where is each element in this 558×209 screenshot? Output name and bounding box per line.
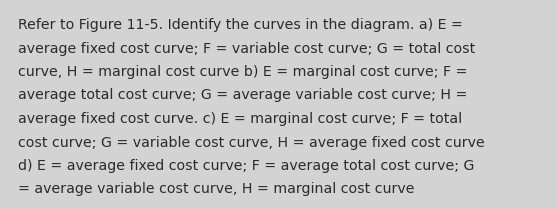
Text: curve, H = marginal cost curve b) E = marginal cost curve; F =: curve, H = marginal cost curve b) E = ma… <box>18 65 468 79</box>
Text: average fixed cost curve. c) E = marginal cost curve; F = total: average fixed cost curve. c) E = margina… <box>18 112 462 126</box>
Text: average fixed cost curve; F = variable cost curve; G = total cost: average fixed cost curve; F = variable c… <box>18 42 475 56</box>
Text: Refer to Figure 11-5. Identify the curves in the diagram. a) E =: Refer to Figure 11-5. Identify the curve… <box>18 18 463 32</box>
Text: d) E = average fixed cost curve; F = average total cost curve; G: d) E = average fixed cost curve; F = ave… <box>18 159 474 173</box>
Text: = average variable cost curve, H = marginal cost curve: = average variable cost curve, H = margi… <box>18 182 415 196</box>
Text: cost curve; G = variable cost curve, H = average fixed cost curve: cost curve; G = variable cost curve, H =… <box>18 135 485 149</box>
Text: average total cost curve; G = average variable cost curve; H =: average total cost curve; G = average va… <box>18 88 468 102</box>
